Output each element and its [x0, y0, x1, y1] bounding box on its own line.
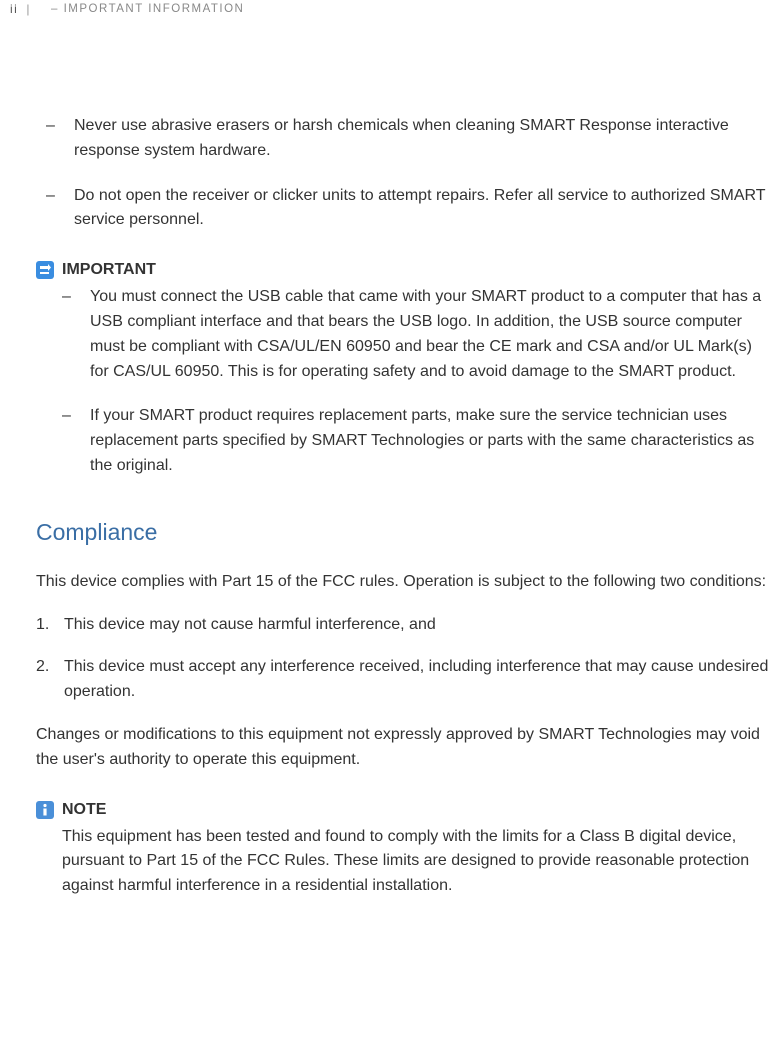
bullet-dash: – — [62, 404, 90, 478]
important-callout: IMPORTANT – You must connect the USB cab… — [18, 261, 772, 479]
note-label: NOTE — [62, 801, 106, 819]
bullet-item: – If your SMART product requires replace… — [62, 404, 772, 478]
bullet-item: – You must connect the USB cable that ca… — [62, 285, 772, 384]
page-content: – Never use abrasive erasers or harsh ch… — [0, 16, 782, 899]
bullet-dash: – — [62, 285, 90, 384]
note-body: This equipment has been tested and found… — [18, 825, 772, 899]
bullet-text: You must connect the USB cable that came… — [90, 285, 772, 384]
info-icon — [36, 801, 54, 819]
compliance-outro: Changes or modifications to this equipme… — [18, 723, 772, 773]
page-number: ii — [10, 2, 18, 16]
numbered-marker: 2. — [36, 655, 64, 705]
bullet-item: – Never use abrasive erasers or harsh ch… — [18, 114, 772, 164]
callout-header: IMPORTANT — [18, 261, 772, 279]
callout-header: NOTE — [18, 801, 772, 819]
bullet-text: If your SMART product requires replaceme… — [90, 404, 772, 478]
numbered-text: This device may not cause harmful interf… — [64, 613, 772, 638]
compliance-heading: Compliance — [18, 519, 772, 546]
page-header: ii | – IMPORTANT INFORMATION — [0, 0, 782, 16]
numbered-item: 1. This device may not cause harmful int… — [18, 613, 772, 638]
important-icon — [36, 261, 54, 279]
numbered-marker: 1. — [36, 613, 64, 638]
note-callout: NOTE This equipment has been tested and … — [18, 801, 772, 899]
numbered-text: This device must accept any interference… — [64, 655, 772, 705]
bullet-item: – Do not open the receiver or clicker un… — [18, 184, 772, 234]
numbered-item: 2. This device must accept any interfere… — [18, 655, 772, 705]
important-label: IMPORTANT — [62, 261, 156, 279]
bullet-text: Never use abrasive erasers or harsh chem… — [74, 114, 772, 164]
compliance-intro: This device complies with Part 15 of the… — [18, 570, 772, 595]
bullet-text: Do not open the receiver or clicker unit… — [74, 184, 772, 234]
bullet-dash: – — [46, 184, 74, 234]
header-divider: | — [26, 2, 31, 16]
bullet-dash: – — [46, 114, 74, 164]
header-section-title: – IMPORTANT INFORMATION — [51, 3, 244, 15]
